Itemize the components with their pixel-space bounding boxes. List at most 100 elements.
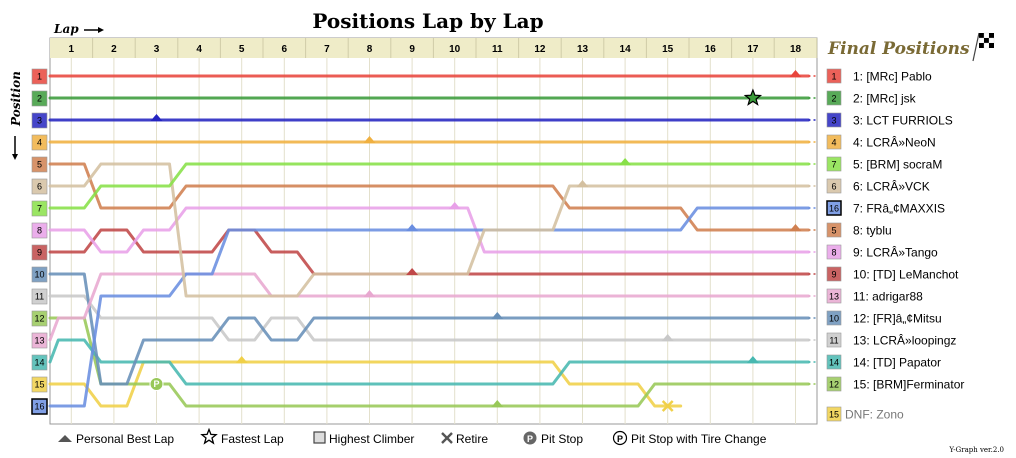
dnf-badge — [826, 406, 842, 422]
final-badge-label: 9 — [831, 270, 836, 280]
lap-tick-label: 13 — [577, 44, 589, 55]
chart-title: Positions Lap by Lap — [312, 9, 543, 33]
final-badge — [826, 112, 842, 128]
final-badge-label: 2 — [831, 94, 836, 104]
start-badge — [31, 222, 48, 239]
series-line — [48, 338, 810, 386]
start-badge-label: 11 — [35, 292, 44, 302]
start-badge — [31, 200, 48, 217]
final-driver-label: 8: tyblu — [853, 224, 892, 238]
final-badge-label: 7 — [831, 160, 836, 170]
final-driver-label: 13: LCRÂ»loopingz — [853, 333, 956, 348]
fastest-lap-marker — [743, 88, 763, 106]
legend-personal-best-label: Personal Best Lap — [76, 432, 174, 446]
pit-stop-glyph: P — [527, 434, 533, 444]
legend-pit: P Pit Stop — [523, 431, 583, 446]
legend-fastest-label: Fastest Lap — [221, 432, 284, 446]
final-badge — [826, 288, 842, 304]
start-badge — [31, 134, 48, 151]
lap-tick-label: 5 — [239, 44, 245, 55]
start-badge — [31, 288, 48, 305]
lap-tick-label: 11 — [492, 44, 503, 55]
personal-best-icon — [58, 435, 72, 442]
pit-stop-marker-glyph: P — [153, 379, 159, 389]
event-markers: P — [149, 70, 802, 412]
final-driver-label: 11: adrigar88 — [853, 290, 923, 304]
lap-tick-label: 16 — [705, 44, 717, 55]
final-badge-label: 1 — [831, 72, 836, 82]
final-driver-label: 12: [FR]â„¢Mitsu — [853, 312, 942, 326]
final-driver-label: 15: [BRM]Ferminator — [853, 378, 964, 392]
start-badge-label: 4 — [37, 138, 42, 148]
lap-tick-label: 2 — [111, 44, 117, 55]
start-badge — [31, 354, 48, 371]
final-badge-label: 14 — [829, 358, 839, 368]
personal-best-marker — [491, 400, 504, 407]
final-badge — [826, 68, 842, 84]
final-badge — [826, 200, 842, 216]
retire-marker — [661, 400, 674, 412]
series-line — [48, 294, 810, 342]
final-badge-label: 13 — [829, 292, 839, 302]
series-line — [48, 162, 810, 210]
lap-tick-label: 7 — [324, 44, 330, 55]
final-driver-label: 2: [MRc] jsk — [853, 92, 917, 106]
retire-icon — [441, 432, 453, 444]
lap-arrow-icon — [84, 27, 104, 33]
final-badge-label: 6 — [831, 182, 836, 192]
dnf-driver-label: DNF: Zono — [845, 408, 904, 422]
personal-best-marker — [150, 114, 163, 121]
final-badge — [826, 376, 842, 392]
series-line — [48, 206, 810, 254]
final-driver-label: 14: [TD] Papator — [853, 356, 941, 370]
final-badge-label: 8 — [831, 248, 836, 258]
lap-tick-label: 6 — [282, 44, 288, 55]
pit-tire-icon — [612, 430, 628, 446]
start-badge — [31, 332, 48, 349]
fastest-lap-star-icon — [200, 427, 218, 445]
legend-fastest: Fastest Lap — [200, 427, 284, 446]
start-badge — [31, 310, 48, 327]
lap-tick-label: 15 — [662, 44, 674, 55]
final-badge — [826, 222, 842, 238]
series-line — [48, 272, 810, 386]
final-badge-label: 16 — [829, 204, 839, 214]
lap-tick-label: 12 — [534, 44, 546, 55]
start-badge-label: 10 — [34, 270, 44, 280]
final-badge-label: 4 — [831, 138, 836, 148]
legend-pit-tire: P Pit Stop with Tire Change — [612, 430, 767, 446]
lap-tick-label: 3 — [154, 44, 160, 55]
version-label: Y-Graph ver.2.0 — [948, 446, 1004, 454]
legend-climber-label: Highest Climber — [329, 432, 414, 446]
final-driver-label: 1: [MRc] Pablo — [853, 70, 932, 84]
legend-personal-best: Personal Best Lap — [58, 432, 174, 446]
dnf-badge-label: 15 — [829, 410, 839, 420]
lap-tick-label: 10 — [449, 44, 461, 55]
start-badge-label: 9 — [37, 248, 42, 258]
start-badge — [31, 376, 48, 393]
y-axis-label: Position — [9, 71, 23, 127]
start-badge-label: 5 — [37, 160, 42, 170]
final-driver-label: 9: LCRÂ»Tango — [853, 245, 938, 260]
start-badge-label: 6 — [37, 182, 42, 192]
legend-pit-label: Pit Stop — [541, 432, 583, 446]
series-lines — [48, 74, 817, 408]
legend: Personal Best Lap Fastest Lap Highest Cl… — [58, 427, 767, 446]
start-badge — [31, 398, 48, 415]
start-badge — [31, 68, 48, 85]
pit-tire-glyph: P — [617, 434, 623, 444]
lap-tick-label: 18 — [790, 44, 802, 55]
start-badge — [31, 178, 48, 195]
series-line — [48, 162, 810, 298]
final-badge — [826, 332, 842, 348]
final-badge — [826, 310, 842, 326]
start-badge — [31, 266, 48, 283]
final-badge — [826, 156, 842, 172]
personal-best-marker — [235, 356, 248, 363]
personal-best-marker — [789, 224, 802, 231]
legend-pit-tire-label: Pit Stop with Tire Change — [631, 432, 767, 446]
final-badge — [826, 134, 842, 150]
final-driver-label: 3: LCT FURRIOLS — [853, 114, 953, 128]
